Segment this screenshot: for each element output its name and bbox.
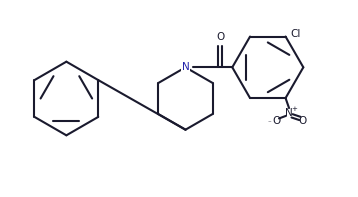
Text: ⁻: ⁻ <box>268 120 271 126</box>
Text: O: O <box>272 116 280 126</box>
Text: Cl: Cl <box>291 29 301 39</box>
Text: +: + <box>291 106 297 112</box>
Text: N: N <box>182 62 189 72</box>
Text: O: O <box>299 116 307 126</box>
Text: O: O <box>216 32 224 42</box>
Text: N: N <box>285 108 293 118</box>
